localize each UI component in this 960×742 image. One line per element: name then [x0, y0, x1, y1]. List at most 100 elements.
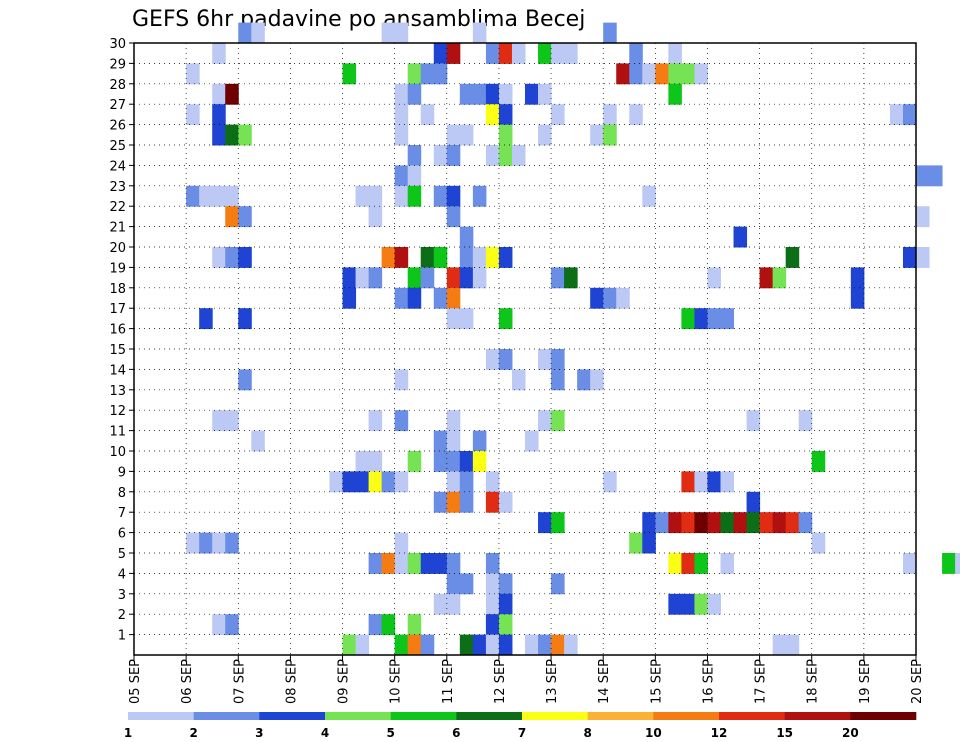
heatmap-cell [459, 491, 474, 513]
heatmap-cell [485, 471, 500, 493]
heatmap-cell [355, 451, 370, 472]
heatmap-cell [551, 43, 565, 64]
heatmap-cell [785, 634, 800, 656]
heatmap-cell [446, 430, 461, 452]
heatmap-cell [420, 247, 435, 268]
heatmap-cell [420, 63, 435, 85]
heatmap-cell [485, 43, 500, 64]
y-tick-label: 13 [109, 384, 126, 399]
heatmap-cell [368, 206, 383, 228]
heatmap-cell [212, 104, 226, 126]
heatmap-cell [668, 83, 682, 105]
heatmap-cell [485, 593, 500, 615]
heatmap-cell [772, 267, 787, 289]
heatmap-cell [525, 634, 539, 656]
y-tick-label: 14 [109, 363, 126, 378]
y-tick-label: 23 [109, 180, 126, 195]
heatmap-cell [603, 104, 617, 126]
y-tick-label: 21 [109, 221, 126, 236]
heatmap-cell [407, 63, 422, 85]
heatmap-cell [668, 43, 682, 64]
y-tick-label: 29 [109, 57, 126, 72]
heatmap-cell [498, 83, 513, 105]
heatmap-cell [355, 471, 370, 493]
y-tick-label: 12 [109, 404, 126, 419]
heatmap-cell [394, 247, 409, 268]
heatmap-cell [407, 451, 422, 472]
heatmap-cell [538, 410, 552, 432]
heatmap-cell [251, 22, 265, 44]
heatmap-cell [212, 83, 226, 105]
heatmap-cell [668, 593, 682, 615]
heatmap-cell [420, 553, 435, 574]
heatmap-cell [942, 553, 956, 574]
heatmap-cell [902, 553, 917, 574]
heatmap-cell [811, 451, 826, 472]
heatmap-cell [433, 593, 448, 615]
heatmap-cell [446, 267, 461, 289]
heatmap-cell [472, 22, 487, 44]
legend-swatch [259, 712, 326, 720]
heatmap-cell [668, 553, 682, 574]
heatmap-cell [955, 553, 960, 574]
heatmap-cell [394, 553, 409, 574]
x-tick-label: 20 SEP [910, 659, 925, 704]
heatmap-cell [446, 593, 461, 615]
heatmap-cell [498, 491, 513, 513]
heatmap-cell [368, 451, 383, 472]
heatmap-cell [433, 491, 448, 513]
heatmap-cell [681, 512, 695, 534]
heatmap-cell [446, 573, 461, 595]
grid-lines [134, 42, 916, 655]
heatmap-cell [446, 206, 461, 228]
heatmap-cell [446, 491, 461, 513]
heatmap-cell [564, 43, 578, 64]
heatmap-cell [407, 165, 422, 187]
heatmap-cell [407, 614, 422, 636]
heatmap-cell [590, 124, 604, 146]
heatmap-cell [694, 308, 708, 330]
heatmap-cell [251, 430, 265, 452]
heatmap-cell [407, 145, 422, 166]
heatmap-cell [472, 430, 487, 452]
heatmap-cell [759, 512, 774, 534]
legend-swatch [587, 712, 654, 720]
heatmap-cell [459, 226, 474, 248]
heatmap-cell [590, 369, 604, 391]
heatmap-cell [681, 471, 695, 493]
heatmap-cell [694, 63, 708, 85]
heatmap-cell [394, 22, 409, 44]
heatmap-cell [642, 512, 656, 534]
heatmap-cell [485, 491, 500, 513]
heatmap-cell [485, 634, 500, 656]
heatmap-cell [551, 573, 565, 595]
heatmap-cell [407, 267, 422, 289]
heatmap-cell [407, 83, 422, 105]
heatmap-cell [459, 247, 474, 268]
heatmap-cell [472, 83, 487, 105]
heatmap-cell [394, 532, 409, 554]
heatmap-cell [681, 308, 695, 330]
legend-swatch [653, 712, 720, 720]
heatmap-cell [394, 83, 409, 105]
legend-label: 10 [645, 726, 662, 740]
heatmap-cell [681, 63, 695, 85]
x-tick-label: 12 SEP [493, 659, 508, 704]
heatmap-cell [394, 634, 409, 656]
heatmap-cell [694, 512, 708, 534]
heatmap-cell [407, 287, 422, 309]
x-tick-label: 05 SEP [128, 659, 143, 704]
heatmap-cell [511, 43, 526, 64]
heatmap-cell [355, 267, 370, 289]
heatmap-cell [746, 410, 761, 432]
heatmap-cell [485, 247, 500, 268]
legend-swatch [850, 712, 917, 720]
heatmap-cell [420, 104, 435, 126]
legend-label: 8 [583, 726, 591, 740]
heatmap-cell [498, 43, 513, 64]
legend-label: 3 [255, 726, 263, 740]
y-tick-label: 4 [118, 567, 126, 582]
y-tick-label: 22 [109, 200, 126, 215]
legend-swatch [193, 712, 260, 720]
y-tick-label: 16 [109, 323, 126, 338]
